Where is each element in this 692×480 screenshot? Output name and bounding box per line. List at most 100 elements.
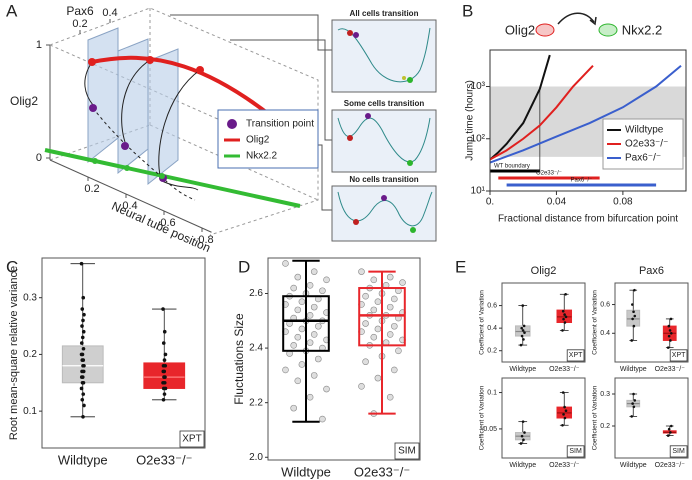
point: [374, 374, 382, 382]
point: [79, 352, 84, 357]
legend-label: Olig2: [246, 135, 270, 146]
cell: [347, 30, 353, 36]
y-axis-title: Coefficient of Variation: [592, 290, 599, 355]
point: [632, 392, 635, 396]
point: [306, 281, 314, 289]
point: [362, 358, 369, 366]
legend-marker: [227, 119, 237, 129]
point: [668, 329, 672, 332]
series-line: [490, 65, 594, 161]
point: [630, 339, 634, 342]
y-axis-title: Coefficient of Variation: [479, 385, 486, 450]
point: [633, 399, 637, 402]
tag: SIM: [398, 446, 416, 457]
point: [522, 324, 526, 328]
point: [632, 324, 636, 328]
point: [667, 334, 671, 338]
tag-box: [669, 445, 688, 458]
y-tick-label: 2.6: [249, 288, 263, 299]
point: [386, 393, 394, 401]
legend-label: O2e33⁻/⁻: [625, 139, 668, 150]
point: [81, 295, 86, 300]
point: [358, 382, 365, 390]
state-icon: [598, 23, 618, 37]
point: [319, 415, 326, 423]
point: [669, 331, 673, 335]
y-tick-label: 0.6: [600, 301, 610, 308]
axis-title: Pax6: [66, 4, 94, 18]
point: [561, 391, 565, 394]
point: [290, 342, 297, 349]
point: [298, 325, 306, 333]
y-tick-label: 0.6: [487, 302, 497, 309]
tick-label: 0.2: [72, 18, 87, 30]
point: [522, 338, 525, 341]
plane: [147, 48, 179, 186]
plot-frame: [267, 257, 421, 461]
point: [563, 321, 567, 324]
point: [561, 329, 564, 332]
point: [81, 415, 85, 419]
y-tick-label: 0.2: [23, 349, 37, 360]
y-tick-label: 10³: [471, 81, 486, 92]
point: [161, 369, 166, 374]
point: [374, 325, 382, 333]
point: [298, 361, 306, 368]
axis-title: Olig2: [10, 94, 38, 108]
y-tick-label: 10²: [471, 133, 486, 144]
x-tick-label: Wildtype: [58, 452, 108, 467]
transition-curve: [92, 107, 196, 201]
point: [520, 334, 524, 338]
point: [563, 416, 567, 420]
transition-dot: [89, 104, 97, 112]
point: [632, 405, 636, 409]
point: [81, 392, 86, 396]
plot-frame: [614, 377, 689, 459]
point: [523, 331, 526, 334]
tick-label: 1: [36, 39, 42, 51]
plot-frame: [614, 282, 689, 363]
point: [80, 397, 85, 402]
point: [282, 366, 289, 374]
y-axis-title: Coefficient of Variation: [479, 290, 486, 355]
x-tick-label: Wildtype: [509, 462, 536, 469]
point: [161, 341, 166, 345]
panel-label: B: [462, 1, 473, 20]
point: [80, 307, 85, 311]
x-tick-label: O2e33⁻/⁻: [136, 452, 192, 467]
point: [633, 288, 636, 292]
point: [323, 276, 330, 284]
point: [669, 431, 672, 434]
y-tick-label: 0.2: [487, 348, 497, 355]
state-dot: [146, 56, 154, 64]
point: [519, 343, 523, 347]
point: [667, 324, 671, 328]
frame: [49, 7, 319, 236]
arrow: [121, 59, 151, 143]
point: [391, 322, 398, 330]
point: [632, 310, 635, 314]
tick-label: 0.8: [198, 234, 213, 246]
y-axis-title: Coefficient of Variation: [592, 385, 599, 450]
point: [669, 424, 673, 428]
x-tick-label: Wildtype: [509, 366, 536, 373]
panel-label: D: [238, 257, 250, 276]
box: [282, 295, 330, 352]
panel-label: A: [6, 1, 18, 20]
point: [522, 438, 525, 442]
tag: XPT: [569, 352, 583, 359]
inset-title: Some cells transition: [344, 99, 425, 108]
point: [162, 375, 166, 379]
state-dot: [124, 165, 130, 171]
point: [631, 402, 634, 405]
tick-label: 0.2: [84, 183, 99, 195]
point: [81, 329, 86, 334]
cell: [407, 160, 413, 166]
y-tick-label: 0.3: [23, 292, 37, 303]
x-tick-label: O2e33⁻/⁻: [655, 366, 686, 373]
point: [310, 331, 318, 338]
plot-frame: [41, 257, 206, 449]
connector: [230, 39, 332, 141]
point: [395, 347, 402, 355]
point: [80, 324, 84, 328]
